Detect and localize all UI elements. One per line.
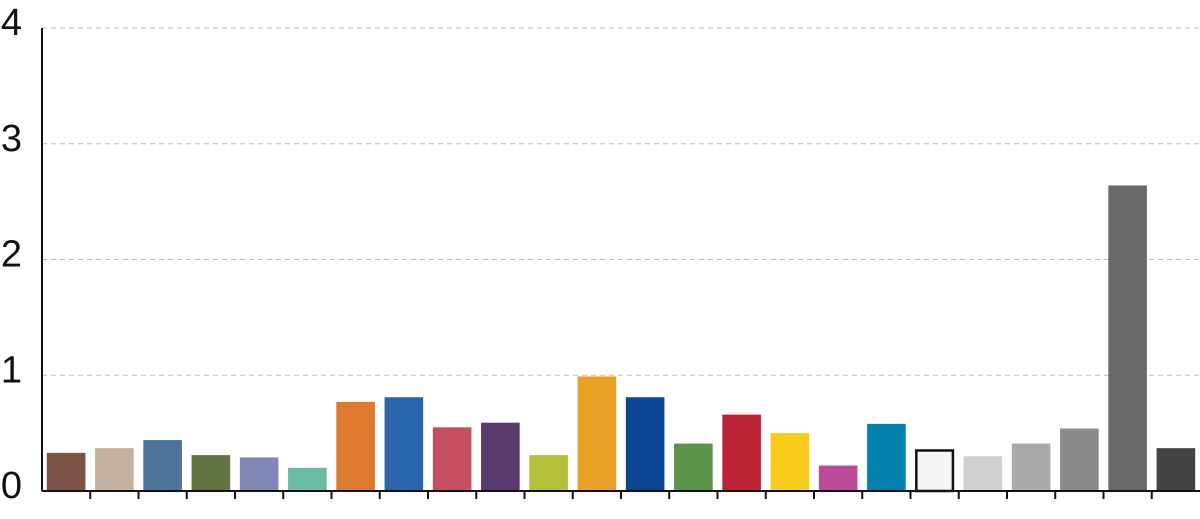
bar: [1060, 428, 1099, 491]
y-tick-label: 1: [1, 349, 22, 391]
bar: [191, 455, 231, 491]
bar: [46, 452, 86, 491]
bar: [481, 422, 520, 491]
bar: [867, 423, 906, 491]
bar: [770, 433, 810, 491]
bar: [915, 449, 955, 493]
y-tick-label: 3: [1, 118, 22, 160]
y-tick-label: 0: [1, 465, 22, 507]
bar: [143, 440, 182, 491]
bar: [336, 401, 375, 491]
bar: [288, 467, 327, 491]
bar: [577, 376, 617, 491]
bar: [963, 456, 1003, 491]
bar: [625, 397, 665, 491]
bar: [722, 414, 761, 491]
bar: [1011, 443, 1051, 491]
bar: [95, 448, 134, 491]
bar: [529, 455, 568, 491]
bar: [674, 443, 713, 491]
bar: [1156, 448, 1196, 491]
bar: [1108, 185, 1147, 492]
bar: [432, 427, 472, 491]
bar: [384, 397, 424, 491]
y-tick-label: 2: [1, 234, 22, 276]
y-tick-label: 4: [1, 2, 22, 44]
bar: [818, 465, 858, 491]
bar: [239, 457, 279, 491]
